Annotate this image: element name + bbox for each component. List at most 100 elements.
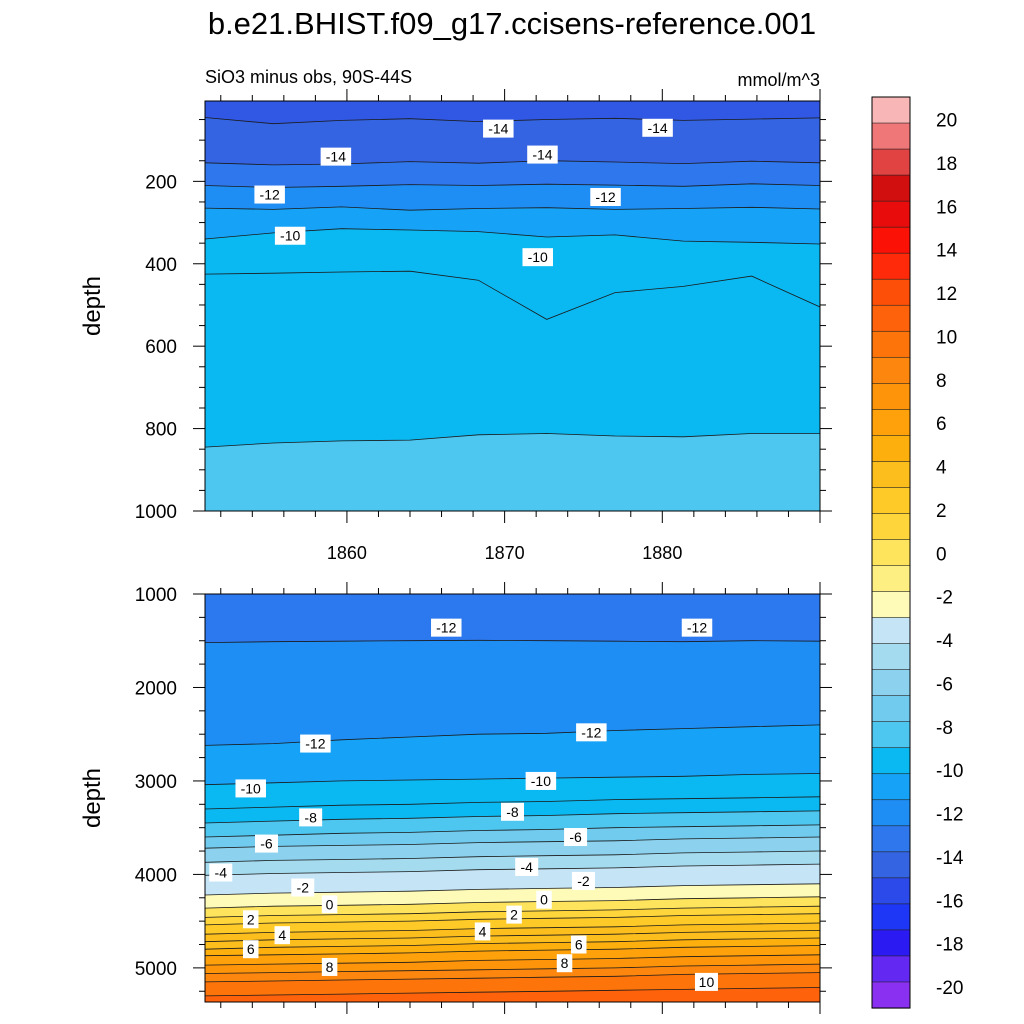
colorbar-box — [871, 278, 911, 306]
colorbar-box — [871, 122, 911, 150]
contour-label: -8 — [299, 808, 323, 827]
colorbar-tick-label: 8 — [936, 371, 947, 392]
contour-label-text: 2 — [247, 911, 255, 927]
colorbar-tick-label: -20 — [936, 978, 963, 999]
top-contour-fill — [205, 101, 820, 511]
contour-label-text: -6 — [260, 836, 273, 852]
contour-line — [205, 796, 820, 810]
contour-label-box — [590, 188, 621, 207]
contour-label-box — [321, 957, 338, 976]
colorbar-box — [871, 356, 911, 384]
colorbar-box — [871, 721, 911, 749]
contour-label-text: -12 — [687, 620, 707, 636]
colorbar-tick-label: -10 — [936, 761, 963, 782]
contour-label: -6 — [564, 828, 588, 847]
top-ylabel: depth — [79, 276, 106, 336]
contour-label-text: 6 — [575, 937, 583, 953]
colorbar-tick-label: -16 — [936, 891, 963, 912]
colorbar-box — [871, 669, 911, 697]
colorbar-box — [871, 96, 911, 124]
top-plot-frame — [204, 100, 821, 512]
contour-label-box — [536, 890, 552, 909]
y-tick-label: 5000 — [135, 959, 177, 980]
contour-label: 0 — [536, 890, 552, 909]
contour-label-box — [209, 863, 233, 882]
y-tick-label: 800 — [145, 420, 177, 441]
contour-label-box — [474, 922, 491, 941]
contour-label-text: -12 — [305, 736, 325, 752]
contour-line — [205, 160, 820, 166]
figure-title: b.e21.BHIST.f09_g17.ccisens-reference.00… — [207, 6, 817, 41]
contour-label: -10 — [522, 248, 553, 267]
contour-label: -12 — [576, 723, 607, 742]
contour-label: 6 — [242, 940, 259, 959]
colorbar-box — [871, 773, 911, 801]
contour-label: -12 — [681, 618, 713, 637]
contour-label-box — [681, 618, 713, 637]
contour-label-text: -14 — [647, 120, 667, 136]
contour-label: -14 — [642, 118, 673, 137]
colorbar-box — [871, 200, 911, 228]
contour-line — [205, 824, 820, 838]
top-subtitle: SiO3 minus obs, 90S-44S — [205, 67, 412, 87]
top-axes: 1860 1870 1880 200 400 600 800 1000 — [135, 89, 832, 563]
colorbar-box — [871, 330, 911, 358]
contour-label-text: 0 — [540, 892, 548, 908]
contour-label: -10 — [274, 226, 306, 245]
colorbar-tick-label: 6 — [936, 414, 947, 435]
contour-label-text: -2 — [577, 873, 590, 889]
contour-label: 8 — [321, 957, 338, 976]
contour-label: 8 — [556, 954, 573, 973]
contour-label-text: -8 — [506, 804, 519, 820]
contour-line — [205, 930, 820, 943]
contour-label-text: -12 — [260, 187, 280, 203]
contour-label-box — [255, 834, 278, 853]
contour-label-text: 2 — [510, 907, 518, 923]
contour-label: -4 — [515, 857, 539, 876]
colorbar-box — [871, 565, 911, 593]
y-tick-label: 1000 — [135, 585, 177, 606]
contour-label-text: -4 — [520, 859, 533, 875]
contour-line — [205, 433, 820, 448]
colorbar-tick-label: 16 — [936, 197, 957, 218]
contour-label-box — [501, 802, 524, 821]
colorbar-box — [871, 174, 911, 202]
contour-label-box — [321, 895, 338, 914]
bottom-contour-fill — [205, 594, 820, 1002]
contour-label-text: 6 — [247, 941, 255, 957]
colorbar-tick-label: -14 — [936, 848, 964, 869]
contour-label-text: -10 — [531, 773, 551, 789]
contour-line — [205, 937, 820, 950]
contour-label: -10 — [235, 779, 266, 798]
colorbar-box — [871, 513, 911, 541]
colorbar-box — [871, 409, 911, 436]
bottom-contour-labels: -12 -12 -12 -12 -10 -10 -8 -8 -6 -6 -4 -4 -2 -2 0 0 2 2 4 4… — [209, 618, 718, 991]
colorbar-tick-label: 20 — [936, 111, 957, 132]
contour-label-text: -4 — [215, 865, 228, 881]
contour-label-box — [299, 808, 323, 827]
colorbar-box — [871, 799, 911, 827]
contour-label-box — [564, 828, 588, 847]
colorbar-tick-label: 4 — [936, 458, 947, 479]
contour-label-box — [242, 910, 259, 929]
colorbar-box — [871, 591, 911, 619]
contour-label: -12 — [300, 734, 331, 753]
colorbar-box — [871, 643, 911, 671]
contour-label: 0 — [321, 895, 338, 914]
y-tick-label: 400 — [145, 255, 177, 276]
contour-line — [205, 954, 820, 966]
contour-line — [205, 639, 820, 643]
contour-label: 10 — [694, 972, 718, 991]
contour-label-box — [254, 185, 285, 204]
contour-line — [205, 863, 820, 876]
colorbar-box — [871, 252, 911, 280]
colorbar-tick-label: -4 — [936, 631, 953, 652]
colorbar-box — [871, 877, 911, 905]
colorbar-tick-label: -12 — [936, 805, 963, 826]
contour-label-text: -14 — [488, 121, 508, 137]
contour-label-text: -10 — [241, 780, 261, 796]
y-tick-label: 200 — [145, 172, 177, 193]
